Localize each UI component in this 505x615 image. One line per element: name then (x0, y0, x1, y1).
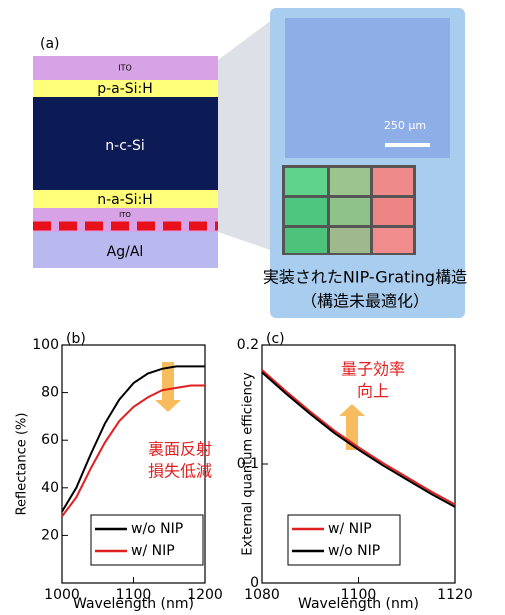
layer-label: n-c-Si (105, 138, 144, 154)
layer-label: Ag/Al (107, 244, 144, 260)
x-tick-label: 1100 (341, 587, 377, 603)
x-tick-label: 1000 (44, 587, 80, 603)
x-tick-label: 1200 (187, 587, 223, 603)
y-tick-label: 100 (32, 337, 59, 353)
caption: 実装されたNIP-Grating構造 (263, 268, 467, 287)
legend-label: w/o NIP (328, 543, 380, 559)
annotation: 損失低減 (148, 462, 212, 481)
layer (33, 232, 218, 268)
y-tick-label: 80 (41, 385, 59, 401)
scale-label: 250 µm (384, 119, 426, 132)
annotation: 向上 (357, 382, 389, 401)
layer (33, 97, 218, 190)
x-tick-label: 1120 (437, 587, 473, 603)
y-tick-label: 20 (41, 527, 59, 543)
layer-label: ITO (119, 211, 131, 219)
annotation: 裏面反射 (148, 440, 212, 459)
panel-label: (a) (40, 36, 60, 52)
legend-box (90, 514, 204, 566)
y-tick-label: 40 (41, 480, 59, 496)
annotation: 量子効率 (341, 360, 405, 379)
x-tick-label: 1080 (244, 587, 280, 603)
y-tick-label: 0.1 (237, 456, 259, 472)
photo (285, 18, 450, 158)
y-tick-label: 60 (41, 432, 59, 448)
y-tick-label: 0.2 (237, 337, 259, 353)
y-tick-label: 0 (250, 575, 259, 591)
caption: （構造未最適化） (301, 292, 429, 311)
grating-cells (285, 168, 413, 253)
layer (33, 80, 218, 97)
arrow (155, 362, 181, 412)
line (261, 369, 456, 506)
panel-label: (c) (266, 331, 285, 347)
legend-box (287, 514, 401, 566)
legend-label: w/ NIP (328, 521, 372, 537)
layer-label: p-a-Si:H (97, 81, 153, 97)
legend-label: w/o NIP (131, 521, 183, 537)
legend-label: w/ NIP (131, 543, 175, 559)
line (261, 371, 456, 508)
panel-label: (b) (66, 331, 86, 347)
zoom-wedge (218, 10, 285, 255)
line (61, 384, 205, 517)
layer (33, 56, 218, 80)
y-axis-label: External quantum efficiency (241, 372, 256, 556)
y-axis-label: Reflectance (%) (15, 413, 30, 516)
arrow (339, 404, 365, 450)
layer-label: ITO (118, 64, 132, 73)
layer-label: n-a-Si:H (97, 192, 153, 208)
x-axis-label: Wavelength (nm) (73, 596, 194, 612)
layer (33, 190, 218, 208)
x-axis-label: Wavelength (nm) (298, 596, 419, 612)
x-tick-label: 1100 (116, 587, 152, 603)
line (61, 365, 205, 513)
